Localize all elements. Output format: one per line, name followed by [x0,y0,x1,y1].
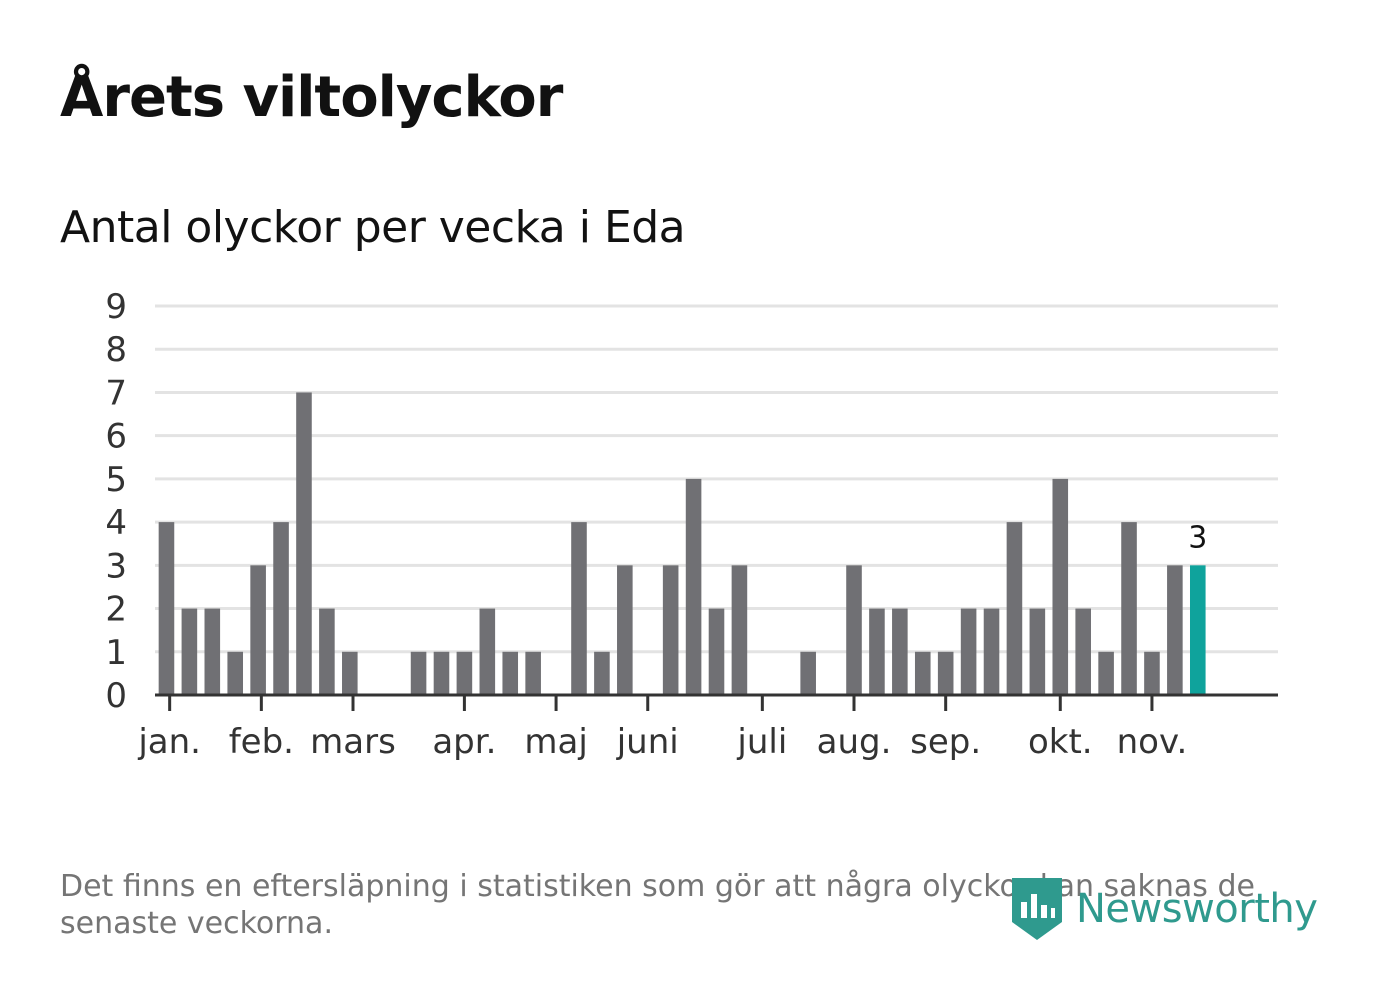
bar-week-38 [1006,522,1023,695]
x-axis-ticks: jan. feb. mars apr. maj juni juli aug. sep. okt. n… [137,695,1187,762]
bar-week-13 [433,651,450,695]
y-tick-label-8: 8 [105,330,127,370]
bar-week-24 [685,478,702,695]
bar-week-42 [1098,651,1114,695]
newsworthy-logo: Newsworthy [1012,878,1318,940]
bar-week-25 [708,608,725,695]
chart-subtitle: Antal olyckor per vecka i Eda [60,202,686,253]
bar-week-3 [204,608,221,695]
bar-week-20 [594,651,610,695]
y-tick-label-4: 4 [105,503,127,543]
bar-week-44 [1144,651,1160,695]
x-tick-label-sep: sep. [910,722,981,762]
bar-week-35 [937,651,954,695]
x-tick-label-nov: nov. [1117,722,1188,762]
x-tick-label-aug: aug. [817,722,892,762]
y-tick-label-5: 5 [105,460,127,500]
bar-week-12 [410,651,427,695]
bar-week-7 [296,392,312,695]
bar-week-17 [525,651,541,695]
bar-week-19 [571,522,587,695]
bar-week-2 [181,608,198,695]
bar-week-40 [1052,478,1069,695]
bar-week-34 [914,651,931,695]
bar-week-23 [662,565,679,695]
bar-week-31 [846,565,862,695]
highlight-data-label: 3 [1188,520,1207,555]
bar-week-36 [960,608,977,695]
x-tick-label-maj: maj [524,722,587,762]
bar-week-43 [1121,522,1137,695]
x-tick-label-jan: jan. [137,722,201,762]
newsworthy-logo-text: Newsworthy [1076,886,1318,932]
y-tick-label-3: 3 [105,546,127,586]
bar-week-9 [342,651,358,695]
x-tick-label-juni: juni [616,722,679,762]
x-tick-label-okt: okt. [1028,722,1093,762]
bar-week-1 [158,522,175,695]
data-labels: 3 [1188,520,1207,555]
y-tick-label-1: 1 [105,633,127,673]
bar-week-16 [502,651,519,695]
y-tick-label-0: 0 [105,676,127,716]
bar-week-39 [1029,608,1046,695]
y-tick-label-6: 6 [105,417,127,457]
gridlines [155,304,1278,654]
bar-week-41 [1075,608,1091,695]
x-tick-label-juli: juli [736,722,787,762]
bar-week-14 [456,651,473,695]
chart-title: Årets viltolyckor [60,65,563,130]
y-tick-label-2: 2 [105,590,127,630]
bar-week-46 [1189,565,1206,695]
newsworthy-logo-icon [1012,878,1062,940]
bar-week-21 [617,565,633,695]
bar-week-5 [250,565,266,695]
x-tick-label-feb: feb. [229,722,294,762]
x-tick-label-mars: mars [310,722,396,762]
bar-week-6 [273,522,289,695]
bar-week-37 [983,608,1000,695]
y-tick-label-7: 7 [105,373,127,413]
y-tick-label-9: 9 [105,287,127,327]
bar-week-15 [479,608,496,695]
bar-week-32 [869,608,885,695]
bar-week-8 [319,608,335,695]
bar-week-45 [1167,565,1183,695]
x-tick-label-apr: apr. [432,722,496,762]
bar-week-29 [800,651,816,695]
bars [158,392,1206,695]
bar-week-26 [731,565,748,695]
bar-week-33 [892,608,908,695]
bar-week-4 [227,651,244,695]
